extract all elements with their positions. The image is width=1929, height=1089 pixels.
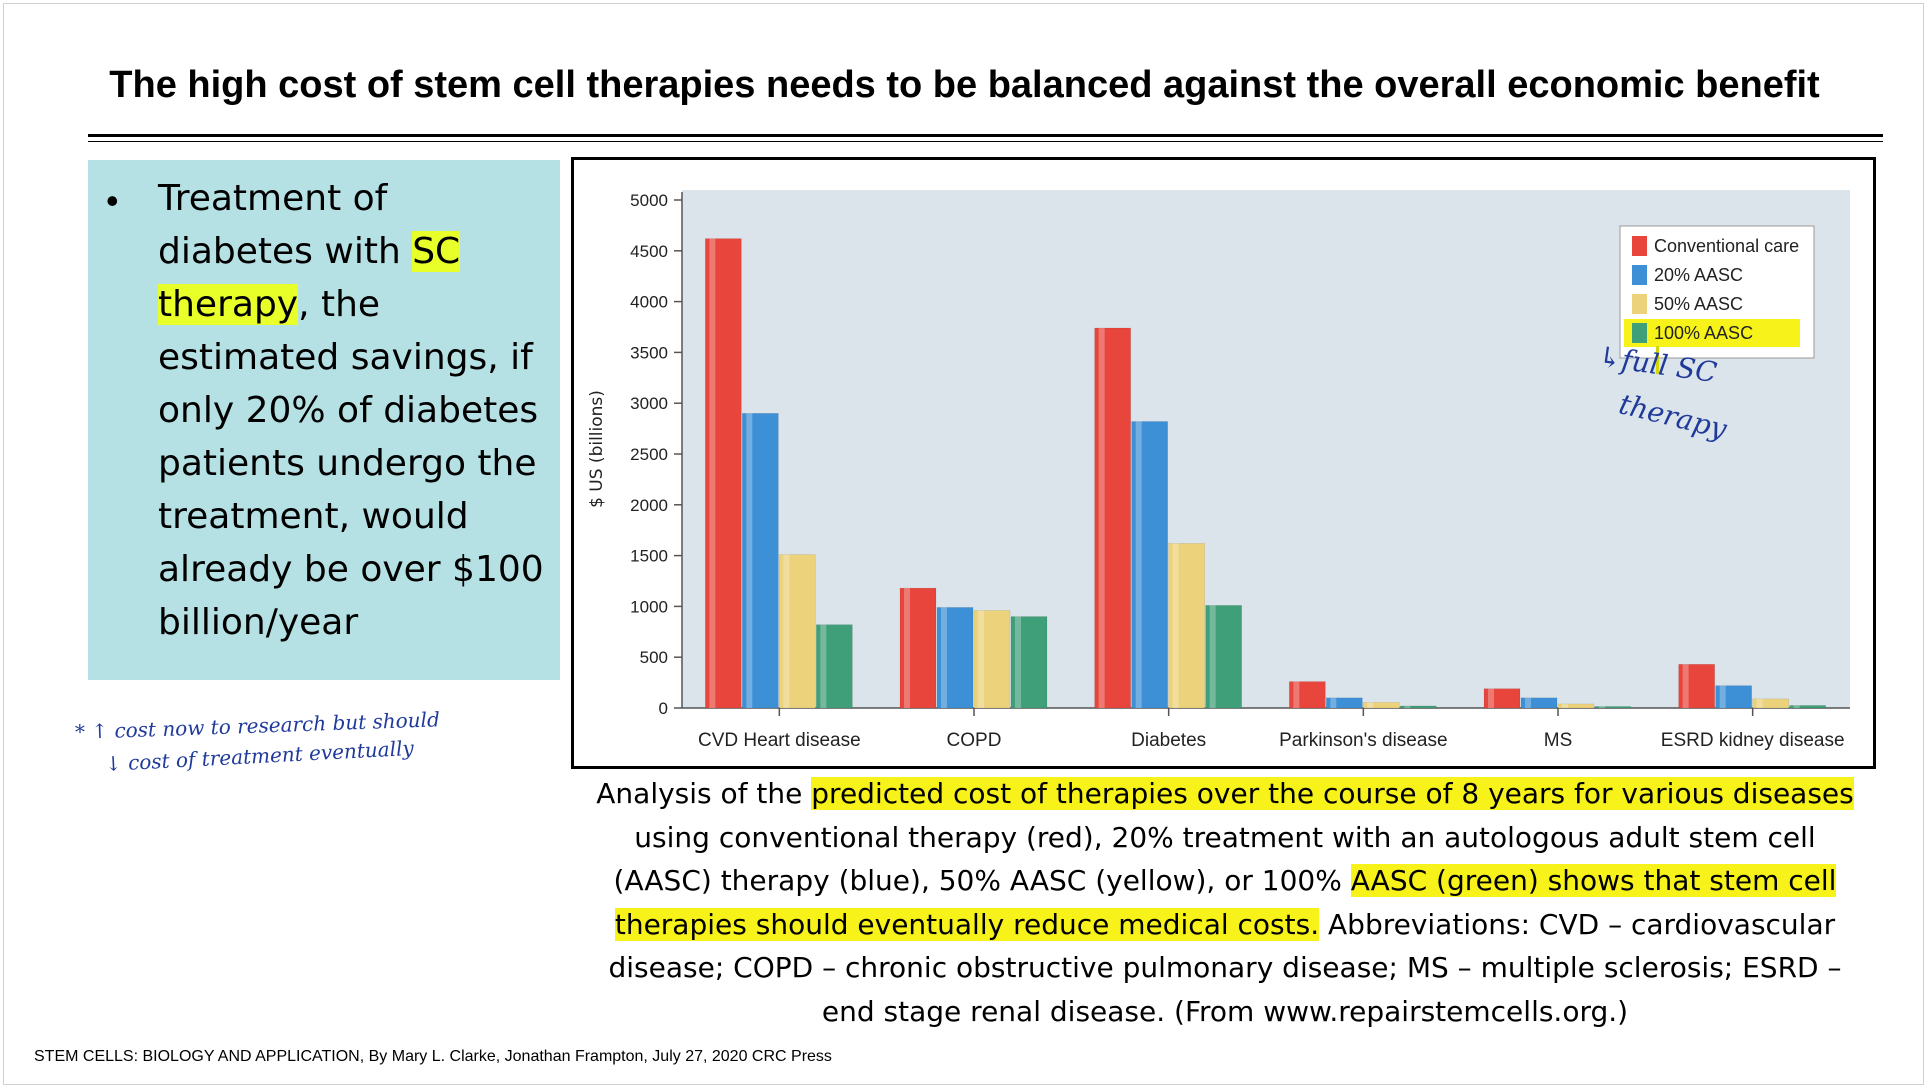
y-tick-label: 3500: [630, 343, 668, 362]
bar: [899, 587, 937, 709]
bar: [1483, 688, 1521, 709]
x-tick-label: COPD: [947, 730, 1002, 751]
y-tick-label: 0: [659, 699, 668, 718]
bar-chart: 0 500 1000 1500 2000 2500 3000 3500 4000 4500 5000…: [587, 190, 1850, 751]
bar-shine: [904, 588, 910, 708]
bar: [1678, 664, 1715, 709]
caption-part-3: using conventional therapy (red), 20% tr…: [613, 820, 1816, 898]
y-tick-label: 2000: [630, 496, 668, 515]
y-tick-label: 500: [640, 648, 668, 667]
footer-citation: STEM CELLS: BIOLOGY AND APPLICATION, By …: [34, 1048, 832, 1065]
bar-shine: [746, 413, 753, 708]
legend-label: 20% AASC: [1654, 265, 1743, 285]
chart-frame: 0 500 1000 1500 2000 2500 3000 3500 4000 4500 5000…: [571, 157, 1876, 769]
legend-swatch: [1632, 294, 1647, 314]
bar-shine: [1015, 616, 1021, 708]
bullet-part-1: Treatment of diabetes with: [158, 178, 413, 272]
legend-swatch: [1632, 236, 1647, 256]
bar: [1094, 327, 1131, 709]
bar-shine: [1404, 705, 1411, 708]
title-rule-thick: [88, 134, 1883, 137]
y-tick-label: 5000: [630, 191, 668, 210]
x-tick-label: Parkinson's disease: [1279, 730, 1447, 751]
bar-shine: [1172, 543, 1179, 708]
bar: [742, 413, 779, 709]
bar: [1205, 605, 1242, 709]
y-tick-label: 4000: [630, 293, 668, 312]
caption-highlight-1: predicted cost of therapies over the cou…: [811, 777, 1854, 810]
bar-shine: [1525, 697, 1531, 708]
y-tick-label: 1500: [630, 547, 668, 566]
bar-shine: [1098, 328, 1105, 708]
bar-shine: [709, 238, 716, 708]
y-tick-label: 2500: [630, 445, 668, 464]
bar: [705, 238, 742, 709]
bullet-box: • Treatment of diabetes with SC therapy,…: [88, 160, 560, 680]
bar: [936, 607, 974, 709]
bar: [1594, 706, 1632, 709]
y-tick-label: 3000: [630, 394, 668, 413]
bar: [1363, 702, 1400, 709]
x-tick-label: CVD Heart disease: [698, 730, 861, 751]
legend-swatch: [1632, 265, 1647, 285]
legend-label: Conventional care: [1654, 236, 1799, 256]
bar: [816, 624, 853, 709]
bar: [1752, 698, 1789, 709]
bar-shine: [1330, 697, 1337, 708]
bar-shine: [1367, 702, 1374, 708]
bar-shine: [1599, 706, 1605, 708]
x-tick-label: ESRD kidney disease: [1661, 730, 1845, 751]
bar-shine: [1293, 681, 1300, 708]
bar-shine: [783, 554, 790, 708]
bar: [973, 610, 1011, 709]
legend-highlight: [1624, 319, 1800, 347]
bar-shine: [1135, 421, 1142, 708]
bar-shine: [978, 610, 984, 708]
bullet-text: Treatment of diabetes with SC therapy, t…: [158, 172, 548, 649]
bullet-symbol: •: [106, 180, 119, 221]
bar-shine: [1209, 605, 1216, 708]
bar-shine: [1756, 698, 1763, 708]
bar-shine: [1562, 703, 1568, 708]
bar-shine: [1793, 705, 1800, 708]
y-tick-label: 4500: [630, 242, 668, 261]
caption-part-1: Analysis of the: [596, 777, 812, 810]
bar: [1789, 705, 1826, 709]
bar: [1557, 703, 1595, 709]
slide-title: The high cost of stem cell therapies nee…: [109, 64, 1820, 106]
legend-label: 50% AASC: [1654, 294, 1743, 314]
bullet-part-3: , the estimated savings, if only 20% of …: [158, 284, 544, 643]
bar: [1131, 421, 1168, 709]
y-tick-label: 1000: [630, 597, 668, 616]
bar: [1326, 697, 1363, 709]
legend-swatch: [1632, 323, 1647, 343]
bar: [1289, 681, 1326, 709]
bar: [779, 554, 816, 709]
bar-shine: [1488, 688, 1494, 708]
y-axis-label: $ US (billions): [587, 390, 607, 508]
bar: [1168, 543, 1205, 709]
title-rule-thin: [88, 141, 1883, 142]
figure-caption: Analysis of the predicted cost of therap…: [590, 772, 1860, 1033]
bar: [1010, 616, 1048, 709]
legend-label: 100% AASC: [1654, 323, 1753, 343]
x-tick-label: Diabetes: [1131, 730, 1206, 751]
handwritten-pointer: [1656, 346, 1659, 374]
bar-shine: [820, 624, 827, 708]
bar-shine: [1682, 664, 1689, 708]
slide-frame: [3, 3, 1924, 1085]
bar-shine: [941, 607, 947, 708]
x-tick-label: MS: [1544, 730, 1573, 751]
caption-part-5: Abbreviations: CVD – cardiovascular dise…: [608, 907, 1842, 1028]
bar: [1400, 705, 1437, 709]
bar-shine: [1719, 685, 1726, 708]
bar: [1520, 697, 1558, 709]
bar: [1715, 685, 1752, 709]
